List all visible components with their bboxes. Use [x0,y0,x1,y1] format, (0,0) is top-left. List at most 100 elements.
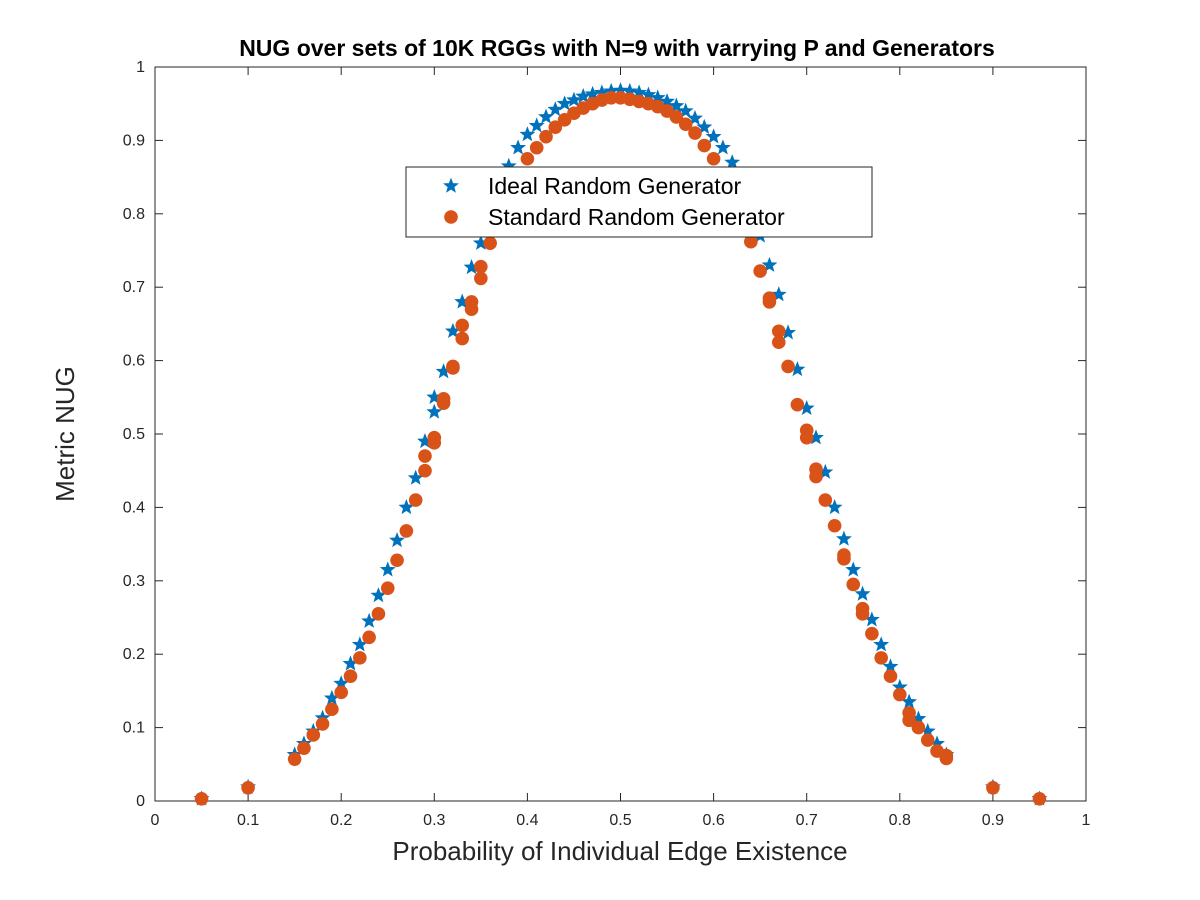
data-point [548,120,563,134]
data-point [893,687,907,702]
data-point [845,561,862,577]
y-tick-label: 1 [136,59,145,76]
data-point [986,780,1000,795]
x-tick-label: 0.9 [982,812,1004,829]
series-1 [194,91,1047,806]
data-point [677,102,694,118]
data-point [566,91,582,107]
data-point [556,95,573,111]
y-tick-label: 0.2 [123,646,145,663]
data-point [418,449,432,463]
data-point [696,118,713,134]
chart-title: NUG over sets of 10K RGGs with N=9 with … [239,35,995,61]
data-point [315,717,330,731]
data-point [426,403,443,419]
data-point [362,630,376,645]
data-point [724,154,741,170]
data-point [818,493,833,507]
y-tick-label: 0.8 [123,206,145,223]
y-tick-label: 0.6 [123,353,145,370]
data-point [334,685,349,700]
data-point [519,126,536,142]
x-tick-label: 0 [151,812,160,829]
data-point [744,234,758,249]
y-tick-label: 0.7 [123,279,145,296]
data-point [669,110,684,124]
x-tick-label: 0.2 [330,812,352,829]
data-point [380,581,395,595]
data-point [855,607,870,621]
x-tick-label: 0.5 [609,812,631,829]
data-point [474,271,488,286]
data-point [455,318,470,333]
data-point [837,551,851,566]
y-tick-label: 0.4 [123,499,145,516]
data-point [389,532,405,548]
data-point [390,553,404,568]
data-point [902,713,916,728]
data-point [306,728,321,742]
data-point [687,110,703,126]
legend-marker-symbol [443,177,459,193]
data-point [939,748,954,763]
data-point [799,430,814,445]
data-point [688,126,702,140]
data-point [761,256,778,272]
data-point [706,151,721,166]
data-point [762,291,777,306]
data-point [668,97,685,113]
data-point [539,129,553,144]
legend-label-standard-random-generator: Standard Random Generator [488,204,785,230]
data-point [446,361,460,375]
data-point [827,518,842,533]
legend-marker-standard-random-generator [444,210,458,224]
x-axis-label: Probability of Individual Edge Existence [392,836,847,866]
data-point [474,259,488,274]
y-axis-label: Metric NUG [50,366,80,502]
legend-marker-ideal-random-generator [443,177,459,193]
data-point [911,720,926,735]
data-points [193,82,1048,806]
data-point [697,138,712,153]
data-point [836,530,852,546]
y-tick-label: 0.5 [123,426,145,443]
x-tick-label: 1 [1082,812,1091,829]
data-point [865,626,879,641]
data-point [678,117,693,132]
data-point [194,791,209,806]
data-point [371,607,386,621]
data-point [529,140,544,155]
data-point [873,636,890,652]
y-tick-label: 0.9 [123,132,145,149]
data-point [781,359,795,374]
data-point [883,669,898,684]
data-point [455,331,470,346]
data-point [399,524,414,538]
y-tick-label: 0 [136,793,145,810]
x-tick-label: 0.8 [889,812,911,829]
data-point [1032,791,1047,806]
data-point [854,585,871,601]
legend-box [405,166,873,238]
data-point [705,128,722,144]
data-point [297,741,311,755]
x-tick-label: 0.7 [796,812,818,829]
data-point [753,264,767,278]
data-point [874,651,888,665]
data-point [920,733,935,747]
data-point [846,577,861,592]
data-point [771,324,786,339]
data-point [714,139,731,155]
data-point [520,151,535,166]
data-point [464,302,479,317]
data-point [379,561,396,577]
data-point [408,493,423,507]
data-point [287,752,302,766]
legend-label-ideal-random-generator: Ideal Random Generator [488,173,741,199]
data-point [353,651,367,665]
data-point [770,286,787,302]
data-point [528,117,545,133]
data-point [510,139,527,155]
legend-marker-symbol [444,210,458,224]
